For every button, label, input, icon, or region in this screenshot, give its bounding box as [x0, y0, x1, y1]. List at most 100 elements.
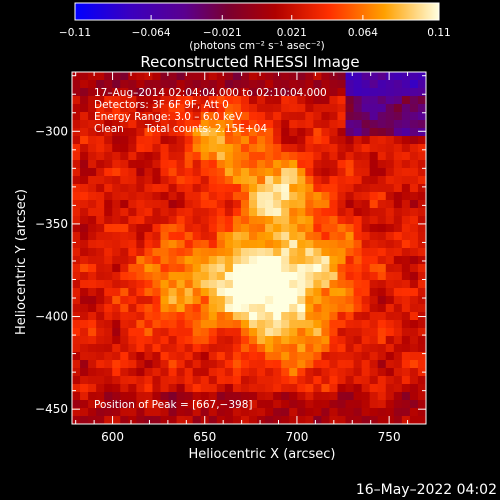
heatmap-cell: [257, 160, 266, 169]
heatmap-cell: [168, 200, 178, 209]
heatmap-cell: [249, 408, 258, 417]
heatmap-cell: [377, 96, 387, 105]
heatmap-cell: [417, 136, 426, 145]
heatmap-cell: [409, 112, 419, 121]
heatmap-cell: [377, 280, 387, 289]
heatmap-cell: [401, 240, 411, 249]
heatmap-cell: [88, 240, 97, 249]
heatmap-cell: [361, 416, 371, 424]
heatmap-cell: [184, 384, 194, 393]
heatmap-cell: [176, 88, 186, 97]
heatmap-cell: [249, 312, 258, 321]
heatmap-cell: [249, 184, 258, 193]
heatmap-cell: [321, 176, 331, 185]
heatmap-cell: [224, 168, 234, 177]
heatmap-cell: [176, 272, 186, 281]
heatmap-cell: [88, 144, 97, 153]
heatmap-cell: [88, 184, 97, 193]
heatmap-cell: [265, 312, 274, 321]
heatmap-cell: [321, 112, 331, 121]
heatmap-cell: [72, 272, 81, 281]
heatmap-cell: [80, 120, 89, 129]
heatmap-cell: [257, 104, 266, 113]
heatmap-cell: [385, 248, 395, 257]
heatmap-cell: [337, 240, 347, 249]
heatmap-cell: [200, 304, 210, 313]
heatmap-cell: [249, 400, 258, 409]
heatmap-cell: [240, 240, 250, 249]
heatmap-cell: [88, 160, 97, 169]
heatmap-cell: [88, 208, 97, 217]
heatmap-cell: [200, 256, 210, 265]
heatmap-cell: [377, 272, 387, 281]
heatmap-cell: [152, 200, 162, 209]
heatmap-cell: [160, 88, 170, 97]
heatmap-cell: [112, 104, 121, 113]
heatmap-cell: [160, 392, 170, 401]
heatmap-cell: [297, 120, 306, 129]
heatmap-cell: [80, 400, 89, 409]
heatmap-cell: [249, 104, 258, 113]
heatmap-cell: [289, 192, 298, 201]
heatmap-cell: [96, 112, 105, 121]
heatmap-cell: [96, 280, 105, 289]
heatmap-cell: [88, 88, 97, 97]
heatmap-cell: [112, 200, 121, 209]
heatmap-cell: [128, 216, 137, 225]
heatmap-cell: [313, 112, 323, 121]
heatmap-cell: [353, 320, 363, 329]
heatmap-cell: [265, 264, 274, 273]
heatmap-cell: [369, 400, 379, 409]
heatmap-cell: [385, 104, 395, 113]
heatmap-cell: [144, 264, 154, 273]
heatmap-cell: [289, 80, 298, 89]
heatmap-cell: [385, 192, 395, 201]
heatmap-cell: [401, 208, 411, 217]
heatmap-cell: [313, 408, 323, 417]
heatmap-cell: [337, 264, 347, 273]
heatmap-cell: [313, 384, 323, 393]
colorbar-tick-label: 0.021: [277, 27, 307, 39]
heatmap-cell: [136, 384, 146, 393]
heatmap-cell: [321, 224, 331, 233]
heatmap-cell: [297, 400, 306, 409]
heatmap-cell: [385, 280, 395, 289]
heatmap-cell: [289, 176, 298, 185]
heatmap-cell: [257, 152, 266, 161]
heatmap-cell: [329, 240, 339, 249]
heatmap-cell: [321, 232, 331, 241]
heatmap-cell: [216, 144, 226, 153]
heatmap-cell: [160, 416, 170, 424]
heatmap-cell: [152, 312, 162, 321]
heatmap-cell: [120, 304, 129, 313]
heatmap-cell: [305, 80, 314, 89]
heatmap-cell: [329, 408, 339, 417]
heatmap-cell: [409, 144, 419, 153]
heatmap-cell: [104, 232, 113, 241]
heatmap-cell: [393, 376, 403, 385]
heatmap-cell: [289, 328, 298, 337]
heatmap-cell: [337, 272, 347, 281]
heatmap-cell: [345, 376, 355, 385]
heatmap-cell: [265, 400, 274, 409]
heatmap-cell: [128, 224, 137, 233]
heatmap-cell: [289, 232, 298, 241]
heatmap-cell: [297, 128, 306, 137]
heatmap-cell: [289, 360, 298, 369]
heatmap-cell: [409, 136, 419, 145]
heatmap-cell: [160, 256, 170, 265]
heatmap-cell: [104, 312, 113, 321]
heatmap-cell: [329, 280, 339, 289]
heatmap-cell: [337, 304, 347, 313]
heatmap-cell: [120, 152, 129, 161]
heatmap-cell: [377, 376, 387, 385]
heatmap-cell: [337, 152, 347, 161]
heatmap-cell: [281, 120, 290, 129]
heatmap-cell: [385, 328, 395, 337]
heatmap-cell: [265, 144, 274, 153]
heatmap-cell: [88, 200, 97, 209]
heatmap-cell: [168, 88, 178, 97]
heatmap-cell: [377, 232, 387, 241]
heatmap-cell: [265, 104, 274, 113]
heatmap-cell: [136, 112, 146, 121]
